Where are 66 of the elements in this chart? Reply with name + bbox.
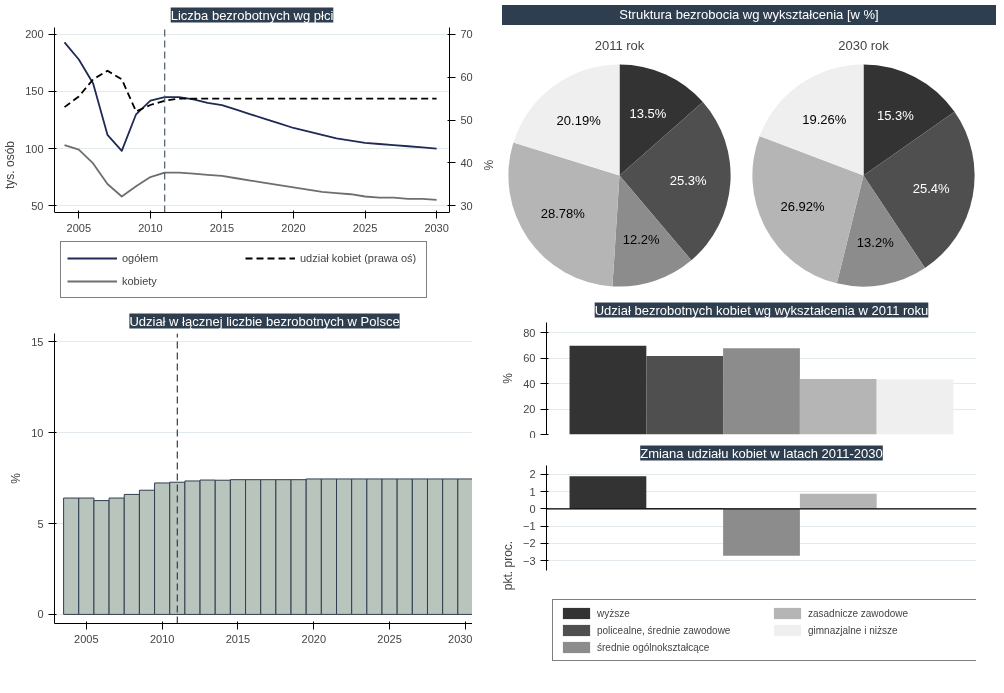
x-tick-label: 2015 xyxy=(209,221,235,234)
data-label: 25.4% xyxy=(912,180,951,196)
chart-title: Liczba bezrobotnych wg płci xyxy=(170,7,334,23)
y-tick-label: 20 xyxy=(523,403,536,416)
y-axis-title: % xyxy=(9,472,24,484)
y-tick-label: 2 xyxy=(529,468,536,481)
chart-subtitle: 2030 rok xyxy=(838,37,890,53)
legend-label: udział kobiet (prawa oś) xyxy=(300,252,418,264)
x-tick-label: 2020 xyxy=(281,221,306,234)
data-label: 13.5% xyxy=(629,106,667,122)
chart-subtitle: 2011 rok xyxy=(594,37,645,53)
y-tick-label: 0 xyxy=(529,428,536,441)
x-tick-label: 2025 xyxy=(377,632,402,645)
x-tick-label: 2005 xyxy=(66,221,92,234)
y-axis-title: pkt. proc. xyxy=(500,540,515,591)
legend-label: policealne, średnie zawodowe xyxy=(597,624,732,636)
legend-label: ogółem xyxy=(122,252,160,264)
y-tick-label: −1 xyxy=(522,520,536,533)
y2-tick-label: 50 xyxy=(460,114,473,126)
y2-axis-title: % xyxy=(480,159,495,171)
y-tick-label: 40 xyxy=(523,377,536,390)
y-tick-label: 5 xyxy=(37,517,44,530)
y2-tick-label: 30 xyxy=(460,199,473,212)
x-tick-label: 2025 xyxy=(352,221,378,234)
y-tick-label: −2 xyxy=(522,537,536,550)
y-tick-label: 200 xyxy=(25,28,44,41)
x-tick-label: 2020 xyxy=(301,632,327,645)
x-tick-label: 2005 xyxy=(74,632,99,645)
data-label: 15.3% xyxy=(876,107,915,123)
y-axis-title: tys. osób xyxy=(3,140,18,190)
data-label: 12.2% xyxy=(622,232,661,248)
y-tick-label: 1 xyxy=(529,485,536,498)
x-tick-label: 2015 xyxy=(225,632,251,645)
y-tick-label: 80 xyxy=(523,326,536,339)
legend-label: zasadnicze zawodowe xyxy=(808,607,910,619)
y-tick-label: 150 xyxy=(25,85,44,98)
x-tick-label: 2010 xyxy=(138,221,163,234)
y-tick-label: −3 xyxy=(522,554,536,567)
chart-title: Struktura bezrobocia wg wykształcenia [w %] xyxy=(619,6,879,24)
y-tick-label: 10 xyxy=(31,426,44,439)
legend-label: gimnazjalne i niższe xyxy=(808,624,899,636)
y-tick-label: 50 xyxy=(31,199,44,212)
x-tick-label: 2030 xyxy=(424,221,449,234)
data-label: 13.2% xyxy=(856,234,895,250)
data-label: 28.78% xyxy=(540,206,586,222)
x-tick-label: 2010 xyxy=(149,632,175,645)
y2-tick-label: 60 xyxy=(460,71,473,84)
y-tick-label: 0 xyxy=(529,502,536,515)
x-tick-label: 2030 xyxy=(448,632,473,645)
data-label: 26.92% xyxy=(780,199,825,215)
data-label: 19.26% xyxy=(802,112,847,128)
legend-label: wyższe xyxy=(597,607,631,619)
y-tick-label: 15 xyxy=(31,335,44,348)
data-label: 25.3% xyxy=(669,172,708,188)
data-label: 20.19% xyxy=(556,113,602,129)
y2-tick-label: 40 xyxy=(460,156,473,169)
y-tick-label: 0 xyxy=(37,608,44,621)
y-tick-label: 100 xyxy=(25,142,44,155)
y-tick-label: 60 xyxy=(523,352,536,365)
y2-tick-label: 70 xyxy=(460,28,473,41)
chart-title: Udział bezrobotnych kobiet wg wykształcenia w 2011 roku xyxy=(594,302,929,318)
chart-title: Udział w łącznej liczbie bezrobotnych w Polsce xyxy=(129,313,400,329)
legend-label: średnie ogólnokształcące xyxy=(597,641,711,653)
chart-title: Zmiana udziału kobiet w latach 2011-2030 xyxy=(640,445,883,461)
y-axis-title: % xyxy=(501,372,516,384)
legend-label: kobiety xyxy=(122,275,158,287)
